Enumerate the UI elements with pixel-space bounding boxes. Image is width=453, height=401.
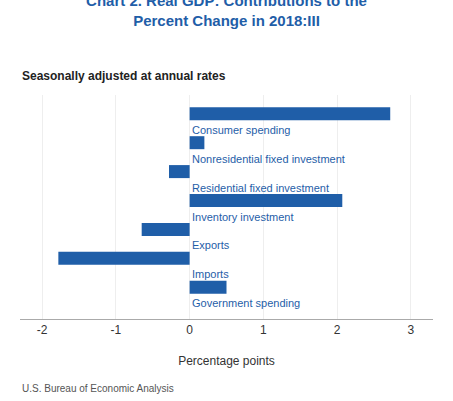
svg-text:-1: -1 xyxy=(111,323,122,337)
svg-text:-2: -2 xyxy=(37,323,48,337)
svg-text:Imports: Imports xyxy=(192,268,229,280)
svg-text:Residential fixed investment: Residential fixed investment xyxy=(192,182,329,194)
svg-text:Chart 2. Real GDP: Contributio: Chart 2. Real GDP: Contributions to theP… xyxy=(86,0,367,29)
svg-text:Inventory investment: Inventory investment xyxy=(192,211,294,223)
svg-text:Government spending: Government spending xyxy=(192,297,300,309)
svg-text:Seasonally adjusted at annual: Seasonally adjusted at annual rates xyxy=(22,69,226,83)
svg-text:0: 0 xyxy=(186,323,193,337)
svg-text:Nonresidential fixed investmen: Nonresidential fixed investment xyxy=(192,153,345,165)
svg-text:1: 1 xyxy=(260,323,267,337)
svg-text:3: 3 xyxy=(408,323,415,337)
svg-text:Percentage points: Percentage points xyxy=(178,354,275,368)
svg-text:2: 2 xyxy=(334,323,341,337)
svg-text:Consumer spending: Consumer spending xyxy=(192,124,290,136)
svg-text:U.S. Bureau of Economic Analys: U.S. Bureau of Economic Analysis xyxy=(22,383,174,394)
svg-text:Exports: Exports xyxy=(192,239,230,251)
